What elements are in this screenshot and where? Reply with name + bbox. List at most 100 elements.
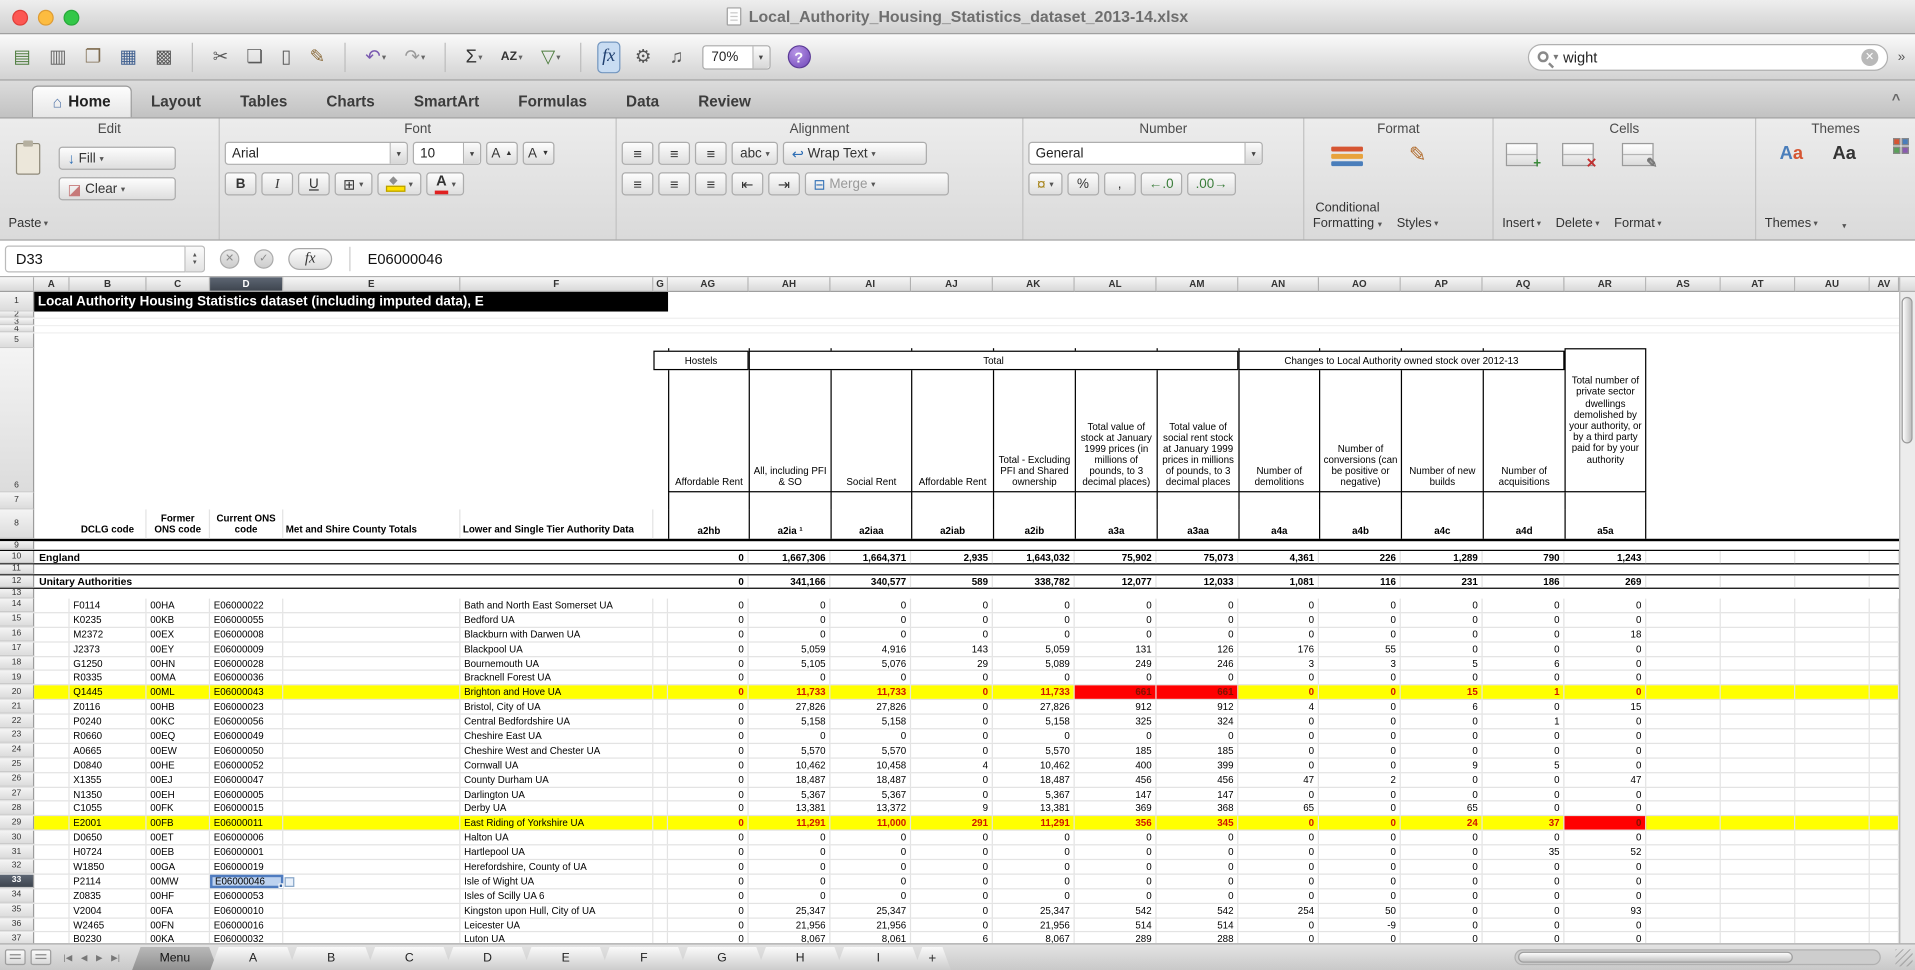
cell[interactable]	[1646, 492, 1720, 509]
cell[interactable]: 0	[1319, 816, 1401, 830]
cell[interactable]: 0	[1564, 598, 1647, 612]
cell[interactable]	[283, 729, 461, 743]
cell[interactable]	[1870, 729, 1900, 743]
cell[interactable]: E06000019	[210, 860, 284, 874]
cell[interactable]: Cornwall UA	[460, 758, 654, 772]
cell[interactable]	[34, 700, 70, 714]
cell[interactable]: 00HB	[147, 700, 211, 714]
cell[interactable]: W2465	[70, 918, 147, 932]
cell[interactable]: 11,000	[830, 816, 912, 830]
cell[interactable]: 0	[1483, 613, 1565, 627]
cell[interactable]	[34, 671, 70, 685]
cell[interactable]	[34, 802, 70, 816]
cell[interactable]: 0	[1319, 758, 1401, 772]
cell[interactable]: 5,570	[993, 743, 1075, 758]
cell[interactable]: V2004	[70, 903, 147, 918]
cell[interactable]: 0	[1483, 903, 1565, 918]
cell[interactable]	[653, 860, 669, 874]
cell[interactable]: 661	[1156, 685, 1239, 700]
cell[interactable]: 0	[911, 845, 993, 859]
cell[interactable]: 0	[830, 598, 912, 612]
cell[interactable]: E06000023	[210, 700, 284, 714]
cell[interactable]: 0	[1564, 787, 1647, 801]
insert-cells-button[interactable]: + Insert ▾	[1499, 142, 1545, 232]
cell[interactable]: 0	[1483, 787, 1565, 801]
toolbar-overflow-button[interactable]: »	[1897, 49, 1906, 65]
cell[interactable]: 456	[1075, 772, 1157, 787]
cell[interactable]: 0	[1319, 743, 1401, 758]
row-number[interactable]: 12	[0, 575, 35, 588]
row-number[interactable]: 15	[0, 613, 35, 627]
scrollbar-thumb[interactable]	[1518, 951, 1793, 963]
cell[interactable]	[1795, 743, 1870, 758]
cell[interactable]	[1721, 743, 1796, 758]
cell[interactable]: 0	[1238, 845, 1320, 859]
cell[interactable]: 0	[668, 816, 749, 830]
cell[interactable]: 0	[1319, 889, 1401, 903]
cell[interactable]: 5,076	[830, 656, 912, 671]
format-painter-button[interactable]: ✎	[306, 41, 329, 73]
cell[interactable]: 4,361	[1238, 550, 1320, 564]
cell[interactable]	[1795, 874, 1870, 888]
cell[interactable]: 0	[1075, 729, 1157, 743]
cell[interactable]	[1646, 845, 1721, 859]
cell[interactable]	[1721, 758, 1796, 772]
cell[interactable]	[1646, 918, 1721, 932]
cell[interactable]: 0	[1401, 772, 1483, 787]
cell[interactable]: 0	[1564, 656, 1647, 671]
cell[interactable]: 912	[1075, 700, 1157, 714]
cell[interactable]: 0	[1564, 860, 1647, 874]
cell[interactable]	[283, 918, 461, 932]
cell[interactable]: 0	[911, 787, 993, 801]
cell[interactable]	[653, 758, 669, 772]
cell[interactable]: Met and Shire County Totals	[283, 509, 461, 539]
cell[interactable]: 1,081	[1238, 575, 1320, 588]
cell[interactable]: 00EH	[147, 787, 211, 801]
cell[interactable]: 8,067	[749, 932, 831, 944]
enter-button[interactable]: ✓	[254, 248, 274, 269]
cell[interactable]: 11,733	[992, 685, 1075, 700]
cell[interactable]: 00MA	[147, 671, 211, 685]
cell[interactable]: 0	[911, 903, 993, 918]
cell[interactable]: Number of conversions (can be positive o…	[1319, 348, 1401, 493]
cell[interactable]	[1870, 903, 1900, 918]
cell[interactable]: 0	[1564, 714, 1647, 729]
cell[interactable]	[1646, 816, 1721, 830]
cell[interactable]	[1721, 772, 1796, 787]
cell[interactable]: Isle of Wight UA	[460, 874, 654, 888]
cell[interactable]: 1,664,371	[830, 550, 912, 564]
cell[interactable]: 0	[1483, 932, 1565, 944]
cell[interactable]: 0	[1157, 845, 1239, 859]
cell[interactable]: 0	[1483, 918, 1565, 932]
row-number[interactable]: 14	[0, 598, 35, 612]
cell[interactable]	[1795, 575, 1870, 588]
cell[interactable]: 0	[1401, 743, 1483, 758]
cell[interactable]: 0	[1401, 889, 1483, 903]
cell[interactable]	[1721, 860, 1796, 874]
cell[interactable]	[653, 685, 669, 700]
cell[interactable]: 9	[1401, 758, 1483, 772]
cell[interactable]	[1238, 492, 1319, 510]
cell[interactable]: 341,166	[749, 575, 831, 588]
cell[interactable]: 0	[1238, 598, 1320, 612]
cell[interactable]	[1870, 758, 1900, 772]
cell[interactable]: Number of demolitions	[1238, 348, 1320, 493]
scrollbar-thumb[interactable]	[1901, 296, 1913, 444]
cell[interactable]: 325	[1075, 714, 1157, 729]
cell[interactable]: 338,782	[993, 575, 1075, 588]
cell[interactable]: 126	[1157, 642, 1239, 656]
cell[interactable]: 00KB	[147, 613, 211, 627]
cell[interactable]	[34, 772, 70, 787]
cell[interactable]	[1870, 874, 1900, 888]
cell[interactable]: 5	[1401, 656, 1483, 671]
cell[interactable]: 1	[1482, 685, 1565, 700]
cell[interactable]: 24	[1400, 816, 1483, 830]
tab-formulas[interactable]: Formulas	[518, 92, 587, 110]
tab-review[interactable]: Review	[698, 92, 751, 110]
cell[interactable]: P2114	[70, 874, 147, 888]
cell[interactable]: 0	[1319, 613, 1401, 627]
cell[interactable]: Cheshire West and Chester UA	[460, 743, 654, 758]
fill-handle[interactable]	[278, 883, 284, 888]
cell[interactable]	[283, 671, 461, 685]
align-middle-button[interactable]: ≡	[658, 141, 691, 165]
